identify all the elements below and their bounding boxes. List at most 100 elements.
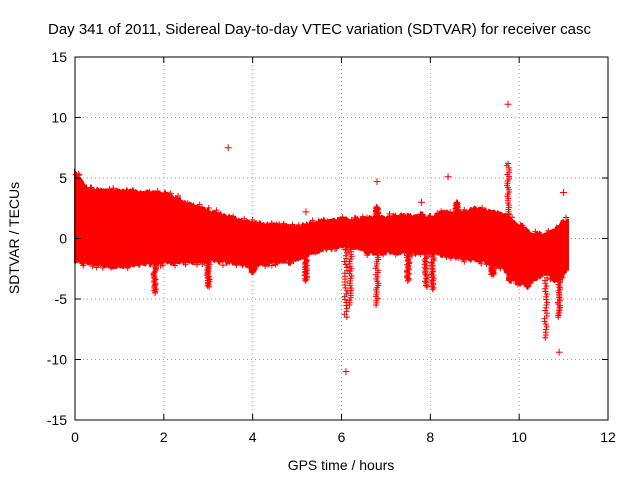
data-point: [493, 261, 500, 268]
data-point: [563, 214, 570, 221]
data-point: [339, 214, 346, 221]
data-point: [124, 264, 131, 271]
data-point: [196, 201, 203, 208]
data-point: [426, 212, 433, 219]
data-point: [268, 262, 275, 269]
x-tick-label: 4: [249, 429, 257, 445]
data-point: [87, 184, 94, 191]
data-point: [213, 207, 220, 214]
data-point: [105, 262, 112, 269]
data-point: [241, 215, 248, 222]
data-point: [174, 192, 181, 199]
data-point: [516, 278, 523, 285]
data-point: [72, 171, 79, 178]
data-point: [276, 258, 283, 265]
y-tick-label: 0: [59, 231, 67, 247]
data-point: [457, 254, 464, 261]
data-point: [312, 249, 319, 256]
spike-point: [541, 318, 548, 325]
data-point: [146, 188, 153, 195]
data-point: [228, 216, 235, 223]
data-point: [215, 212, 222, 219]
spike-point: [543, 291, 550, 298]
data-point: [190, 202, 197, 209]
x-tick-label: 2: [160, 429, 168, 445]
data-point: [392, 251, 399, 258]
data-point: [172, 257, 179, 264]
data-point: [89, 263, 96, 270]
data-point: [428, 217, 435, 224]
data-point: [295, 221, 302, 228]
spike-point: [404, 277, 411, 284]
data-point: [272, 261, 279, 268]
data-point: [351, 219, 358, 226]
data-point: [214, 212, 221, 219]
data-point: [131, 261, 138, 268]
spike-point: [543, 304, 550, 311]
data-point: [249, 217, 256, 224]
data-layer: [72, 100, 570, 376]
data-point: [361, 247, 368, 254]
y-tick-label: 5: [59, 170, 67, 186]
data-point: [413, 249, 420, 256]
spike-point: [342, 261, 349, 268]
data-point: [233, 262, 240, 269]
data-point: [205, 204, 212, 211]
data-point: [497, 265, 504, 272]
spike-point: [542, 288, 549, 295]
spike-point: [424, 283, 431, 290]
spike-point: [346, 302, 353, 309]
spike-point: [423, 282, 430, 289]
data-point: [547, 276, 554, 283]
data-point: [110, 185, 117, 192]
data-point: [184, 200, 191, 207]
spike-point: [421, 264, 428, 271]
spike-point: [422, 271, 429, 278]
y-tick-label: -15: [47, 412, 67, 428]
spike-point: [555, 314, 562, 321]
spike-point: [344, 249, 351, 256]
spike-point: [508, 277, 515, 284]
data-point: [386, 248, 393, 255]
spike-point: [248, 269, 255, 276]
data-point: [509, 214, 516, 221]
data-point: [286, 258, 293, 265]
data-point: [98, 188, 105, 195]
data-point: [434, 210, 441, 217]
x-axis-label: GPS time / hours: [288, 457, 395, 473]
y-tick-label: -5: [55, 291, 68, 307]
y-axis-label: SDTVAR / TECUs: [6, 182, 22, 294]
data-point: [479, 204, 486, 211]
data-point: [387, 249, 394, 256]
data-point: [209, 211, 216, 218]
x-tick-label: 6: [338, 429, 346, 445]
spike-point: [405, 276, 412, 283]
data-point: [309, 217, 316, 224]
data-point: [182, 261, 189, 268]
y-tick-label: -10: [47, 352, 67, 368]
spike-point: [342, 296, 349, 303]
spike-point: [542, 331, 549, 338]
data-point: [285, 259, 292, 266]
outlier-point: [224, 144, 232, 152]
data-point: [438, 208, 445, 215]
data-point: [157, 262, 164, 269]
data-point: [359, 213, 366, 220]
data-point: [380, 249, 387, 256]
outlier-point: [560, 189, 568, 197]
spike-point: [303, 276, 310, 283]
spike-point: [543, 323, 550, 330]
x-tick-label: 10: [511, 429, 527, 445]
outlier-point: [302, 208, 310, 216]
data-point: [154, 188, 161, 195]
x-tick-label: 12: [600, 429, 616, 445]
data-point: [499, 214, 506, 221]
data-point: [80, 262, 87, 269]
spike-point: [505, 160, 512, 167]
data-point: [334, 216, 341, 223]
data-point: [266, 223, 273, 230]
data-point: [532, 228, 539, 235]
data-point: [326, 243, 333, 250]
data-point: [443, 254, 450, 261]
